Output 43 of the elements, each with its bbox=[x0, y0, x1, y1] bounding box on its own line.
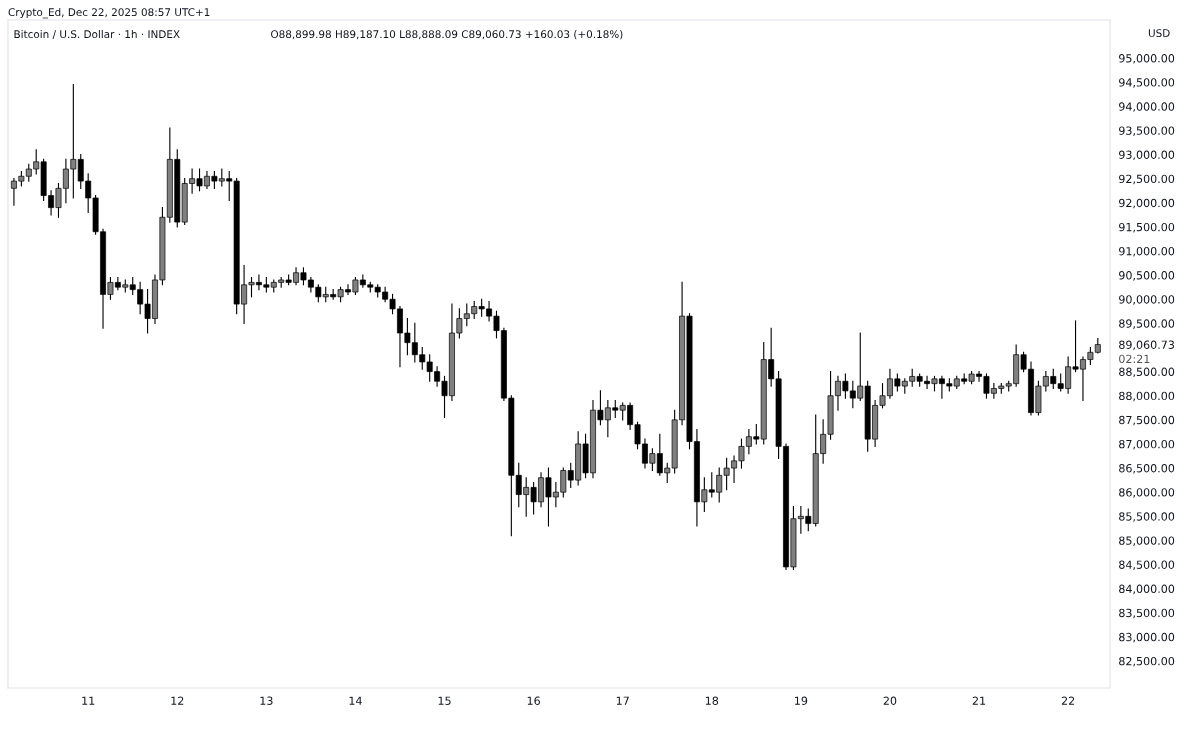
y-tick-label: 85,000.00 bbox=[1119, 536, 1175, 546]
x-tick-label: 14 bbox=[349, 696, 362, 705]
x-tick-label: 12 bbox=[171, 696, 184, 705]
x-tick-label: 20 bbox=[883, 696, 897, 705]
x-tick-label: 16 bbox=[527, 696, 540, 705]
y-tick-label: 84,500.00 bbox=[1119, 560, 1175, 571]
y-tick-label: 92,500.00 bbox=[1119, 174, 1175, 185]
y-tick-label: 86,500.00 bbox=[1119, 464, 1175, 474]
y-tick-label: 92,000.00 bbox=[1119, 198, 1175, 209]
y-tick-label: 83,500.00 bbox=[1119, 608, 1175, 619]
x-tick-label: 18 bbox=[705, 696, 719, 705]
y-tick-label: 87,500.00 bbox=[1119, 415, 1175, 426]
x-tick-label: 13 bbox=[260, 696, 273, 705]
x-tick-label: 19 bbox=[795, 696, 808, 705]
text: 02:21 bbox=[1119, 354, 1150, 364]
text: Crypto_Ed, Dec 22, 2025 08:57 UTC+1 bbox=[8, 8, 210, 19]
annotation: O88,899.98 H89,187.10 L88,888.09 C89,060.73 +160.03 (+0.18%) bbox=[271, 30, 623, 40]
y-tick-label: 89,060.73 bbox=[1119, 340, 1174, 351]
x-tick-label: 11 bbox=[82, 696, 95, 705]
y-tick-label: 83,000.00 bbox=[1119, 632, 1175, 643]
y-tick-label: 95,000.00 bbox=[1119, 54, 1175, 64]
y-tick-label: 94,000.00 bbox=[1119, 102, 1175, 112]
y-tick-label: 93,500.00 bbox=[1119, 126, 1175, 136]
x-tick-label: 22 bbox=[1061, 696, 1075, 705]
x-tick-label: 15 bbox=[438, 696, 451, 705]
y-tick-label: 91,000.00 bbox=[1119, 247, 1175, 257]
x-tick-label: 17 bbox=[616, 696, 629, 705]
y-tick-label: 91,500.00 bbox=[1119, 222, 1175, 233]
y-tick-label: 84,000.00 bbox=[1119, 584, 1175, 595]
y-tick-label: 82,500.00 bbox=[1119, 656, 1175, 667]
y-tick-label: 93,000.00 bbox=[1119, 150, 1175, 161]
y-tick-label: 94,500.00 bbox=[1119, 78, 1175, 88]
y-tick-label: 86,000.00 bbox=[1119, 488, 1175, 498]
text: USD bbox=[1148, 29, 1170, 38]
y-tick-label: 89,500.00 bbox=[1119, 319, 1175, 329]
y-tick-label: 88,000.00 bbox=[1119, 391, 1175, 402]
y-tick-label: 88,500.00 bbox=[1119, 367, 1175, 378]
x-tick-label: 21 bbox=[972, 696, 986, 705]
y-tick-label: 87,000.00 bbox=[1119, 439, 1175, 450]
y-tick-label: 85,500.00 bbox=[1119, 512, 1175, 522]
y-tick-label: 90,500.00 bbox=[1119, 271, 1175, 281]
y-tick-label: 90,000.00 bbox=[1119, 295, 1175, 305]
text: Bitcoin / U.S. Dollar · 1h · INDEX bbox=[14, 30, 180, 39]
